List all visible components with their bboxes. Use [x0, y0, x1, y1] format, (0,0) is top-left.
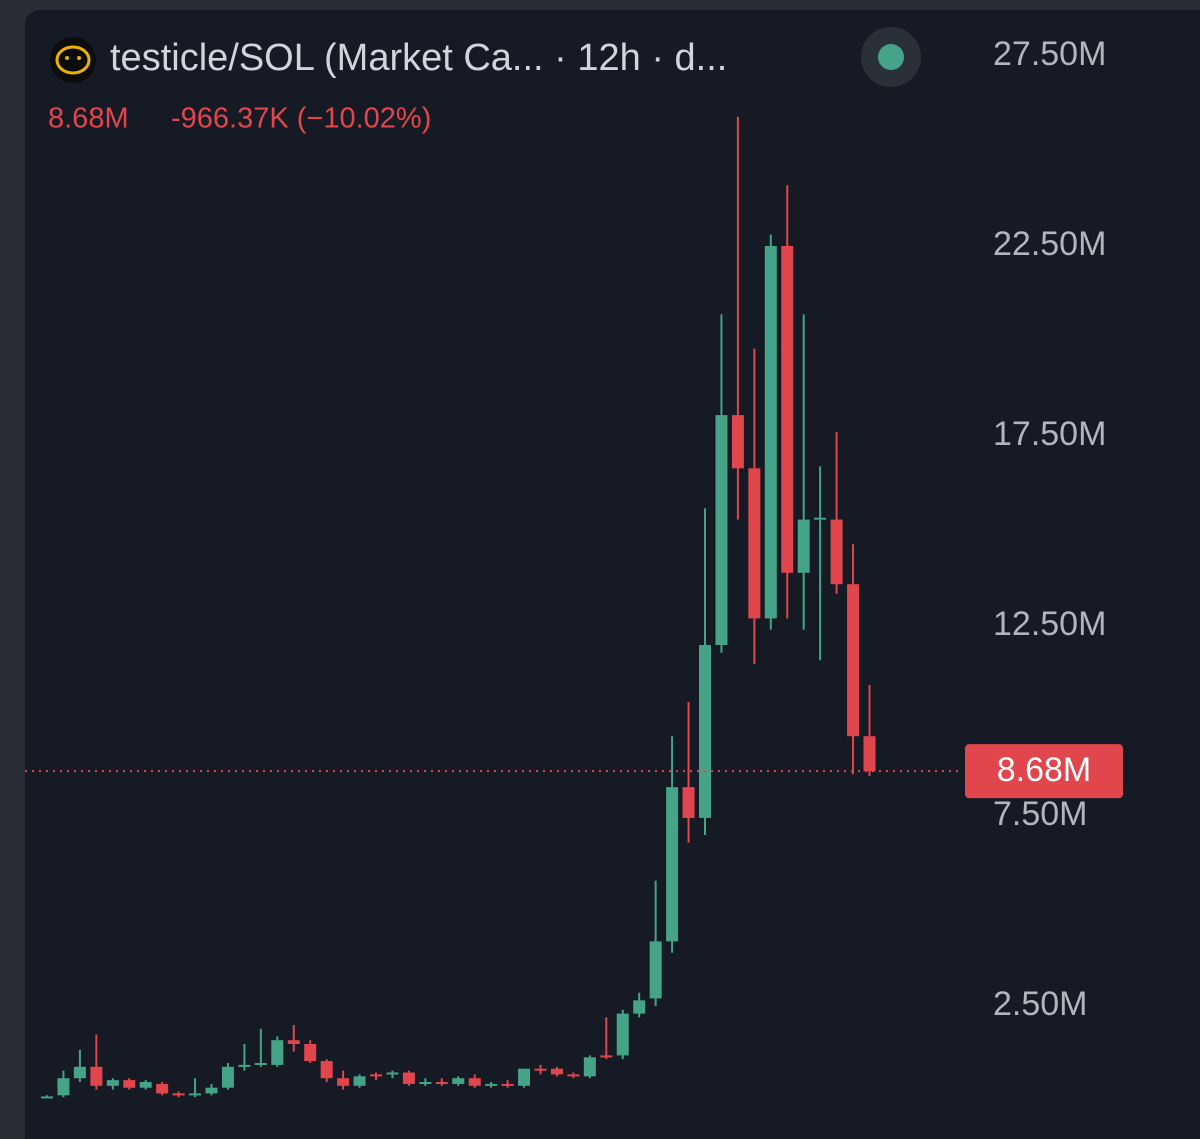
candle-body — [139, 1081, 152, 1088]
candle-body — [304, 1043, 317, 1062]
chart-title: testicle/SOL (Market Ca... · 12h · d... — [110, 37, 727, 79]
candle-body — [254, 1062, 267, 1065]
candle-body — [797, 519, 810, 573]
token-logo-eye — [65, 56, 69, 60]
candle-body — [518, 1068, 531, 1086]
candle-body — [123, 1080, 136, 1088]
candle-body — [106, 1080, 119, 1086]
candle-body — [452, 1078, 465, 1084]
candle-body — [435, 1081, 448, 1084]
candle-body — [271, 1040, 284, 1065]
candle-body — [485, 1083, 498, 1086]
token-logo-face — [55, 45, 91, 75]
candle-body — [583, 1057, 596, 1077]
candle-body — [468, 1078, 481, 1086]
candle-body — [73, 1066, 86, 1079]
y-tick-label: 27.50M — [993, 35, 1106, 73]
candle-body — [863, 736, 876, 772]
candle-body — [501, 1083, 514, 1086]
last-price: 8.68M — [48, 103, 129, 135]
token-logo-eye — [77, 56, 81, 60]
last-price-badge — [965, 744, 1123, 799]
y-tick-label: 17.50M — [993, 415, 1106, 453]
candle-body — [337, 1078, 350, 1086]
candle-body — [90, 1066, 103, 1086]
candle-body — [238, 1064, 251, 1067]
candle-body — [41, 1096, 53, 1099]
candle-body — [814, 517, 827, 520]
status-dot — [878, 44, 904, 70]
candle-body — [699, 644, 711, 818]
y-tick-label: 2.50M — [993, 985, 1088, 1023]
candle-body — [633, 1000, 646, 1014]
candle-body — [666, 787, 679, 942]
candle-body — [386, 1072, 399, 1075]
candle-body — [402, 1072, 415, 1084]
candle-body — [205, 1087, 218, 1094]
last-price-label: 8.68M — [997, 751, 1092, 789]
y-tick-label: 22.50M — [993, 225, 1106, 263]
candle-body — [370, 1074, 382, 1077]
candle-body — [221, 1066, 234, 1088]
candle-body — [830, 519, 843, 585]
price-change: -966.37K (−10.02%) — [171, 103, 431, 135]
candle-body — [567, 1074, 580, 1077]
chart-panel — [25, 10, 1200, 1139]
candle-body — [748, 468, 761, 619]
candle-body — [731, 415, 744, 469]
candle-body — [550, 1068, 563, 1075]
token-logo — [50, 37, 96, 83]
candle-body — [287, 1040, 300, 1044]
candle-body — [847, 584, 860, 737]
candle-body — [600, 1055, 613, 1058]
overlay: 2.50M 7.50M 12.50M 17.50M 22.50M 27.50M 8.68M — [25, 35, 1123, 1023]
candle-body — [189, 1093, 202, 1096]
candle-body — [682, 787, 695, 818]
y-tick-label: 7.50M — [993, 795, 1088, 833]
candle-body — [419, 1081, 432, 1084]
candle-body — [616, 1013, 629, 1056]
candle-body — [534, 1068, 547, 1071]
candle-body — [781, 245, 794, 573]
candle-body — [172, 1093, 185, 1096]
candles — [41, 116, 876, 1099]
candle-body — [764, 245, 777, 619]
candle-body — [57, 1078, 70, 1096]
candle-body — [715, 415, 728, 645]
candle-body — [320, 1061, 333, 1079]
candle-body — [353, 1076, 366, 1086]
candle-body — [649, 941, 662, 999]
y-tick-label: 12.50M — [993, 605, 1106, 643]
candle-body — [156, 1083, 169, 1094]
